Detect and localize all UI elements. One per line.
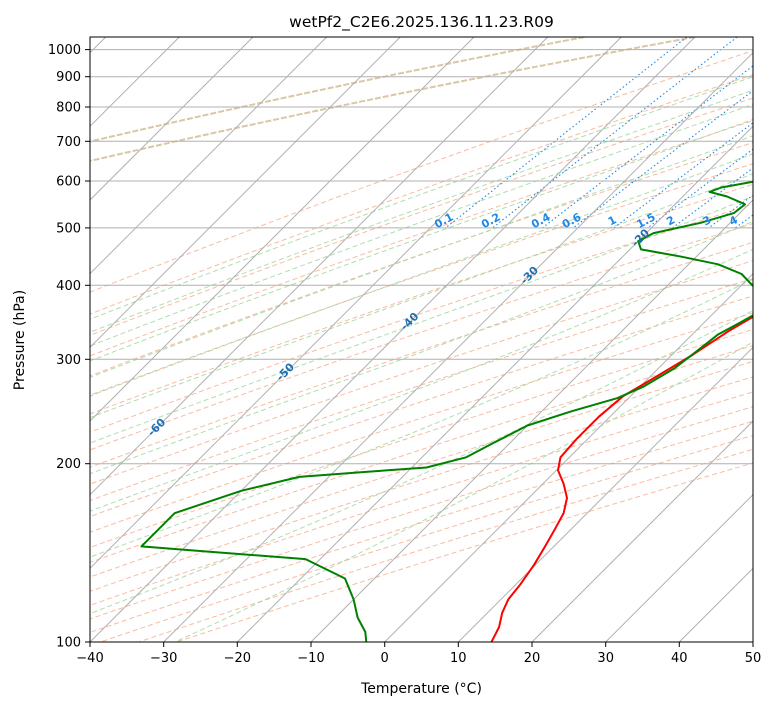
- mixing-ratio-line-6: [672, 167, 753, 229]
- y-tick-label: 400: [56, 279, 81, 294]
- dry-adiabat-13: [90, 312, 753, 533]
- isotherm--10: [310, 199, 753, 642]
- isotherm-20: [531, 420, 753, 642]
- x-tick-label: −40: [76, 651, 103, 666]
- plot-frame: [89, 36, 754, 643]
- moist-adiabat-2: [90, 103, 753, 347]
- moist-adiabat-10: [90, 278, 753, 558]
- x-tick-label: −30: [150, 651, 177, 666]
- y-tick-label: 800: [56, 101, 81, 116]
- isotherm--50: [90, 37, 622, 570]
- y-tick-label: 200: [56, 457, 81, 472]
- moist-adiabat-3: [90, 118, 753, 362]
- x-tick-label: 50: [745, 651, 762, 666]
- dry-adiabat-5: [90, 163, 753, 396]
- x-tick-label: −20: [224, 651, 251, 666]
- dry-adiabat-15: [90, 345, 753, 563]
- dry-adiabat-16: [90, 360, 753, 578]
- isotherm--70: [90, 37, 475, 422]
- outer-curves: [90, 37, 696, 163]
- isotherm--90: [90, 37, 328, 275]
- isotherm--40: [90, 37, 696, 642]
- sounding-series: [140, 180, 753, 642]
- x-tick-label: 10: [450, 651, 467, 666]
- dry-adiabat-12: [90, 295, 753, 518]
- x-tick-label: 30: [597, 651, 614, 666]
- dry-adiabat-4: [90, 141, 753, 377]
- moist-adiabat-0: [90, 76, 753, 320]
- plot-content: [90, 37, 753, 642]
- y-tick-label: 1000: [48, 43, 81, 58]
- x-tick-label: 20: [524, 651, 541, 666]
- isotherms: [90, 37, 753, 642]
- dry-adiabat-17: [90, 376, 753, 592]
- moist-adiabat-6: [90, 173, 753, 419]
- x-tick-label: −10: [297, 651, 324, 666]
- isotherm-30: [605, 493, 753, 642]
- outer-curve-1: [90, 37, 696, 163]
- chart-title: wetPf2_C2E6.2025.136.11.23.R09: [289, 13, 554, 32]
- dry-adiabat-14: [90, 328, 753, 548]
- x-axis-ticks: −40 −30 −20 −10 0 10 20 30 40 50: [76, 642, 761, 666]
- dry-adiabat-6: [90, 183, 753, 415]
- isotherm--30: [163, 51, 753, 642]
- dry-adiabat-11: [90, 278, 753, 502]
- pressure-gridlines: [90, 49, 753, 642]
- y-tick-label: 900: [56, 70, 81, 85]
- x-axis-label: Temperature (°C): [360, 681, 482, 697]
- y-tick-label: 500: [56, 221, 81, 236]
- dry-adiabat-10: [90, 260, 753, 485]
- isotherm--100: [90, 37, 254, 201]
- y-tick-label: 600: [56, 175, 81, 190]
- isotherm--60: [90, 37, 549, 496]
- plot-area: [90, 37, 753, 642]
- mixing-ratio-line-2: [542, 65, 753, 229]
- isotherm--80: [90, 37, 401, 349]
- moist-adiabat-7: [90, 195, 753, 444]
- dry-adiabats: [90, 50, 753, 642]
- y-axis-ticks: 100 200 300 400 500 600 700 800 900 1000: [48, 43, 90, 651]
- y-tick-label: 100: [56, 636, 81, 651]
- dry-adiabat-18: [90, 391, 753, 606]
- dry-adiabat-2: [90, 97, 753, 336]
- outer-curve-0: [90, 37, 585, 143]
- isotherm-0: [384, 272, 753, 642]
- isotherm--20: [236, 125, 753, 642]
- y-tick-label: 300: [56, 353, 81, 368]
- x-tick-label: 0: [381, 651, 389, 666]
- mixing-ratio-line-3: [572, 90, 753, 229]
- moist-adiabat-12: [174, 341, 753, 642]
- x-tick-label: 40: [671, 651, 688, 666]
- sounding-series-line-0: [490, 315, 753, 642]
- dry-adiabat-0: [90, 50, 753, 293]
- sounding-series-line-1: [140, 180, 753, 642]
- y-axis-label: Pressure (hPa): [12, 290, 28, 390]
- moist-adiabats: [90, 76, 753, 642]
- isotherm-10: [457, 346, 753, 642]
- y-tick-label: 700: [56, 135, 81, 150]
